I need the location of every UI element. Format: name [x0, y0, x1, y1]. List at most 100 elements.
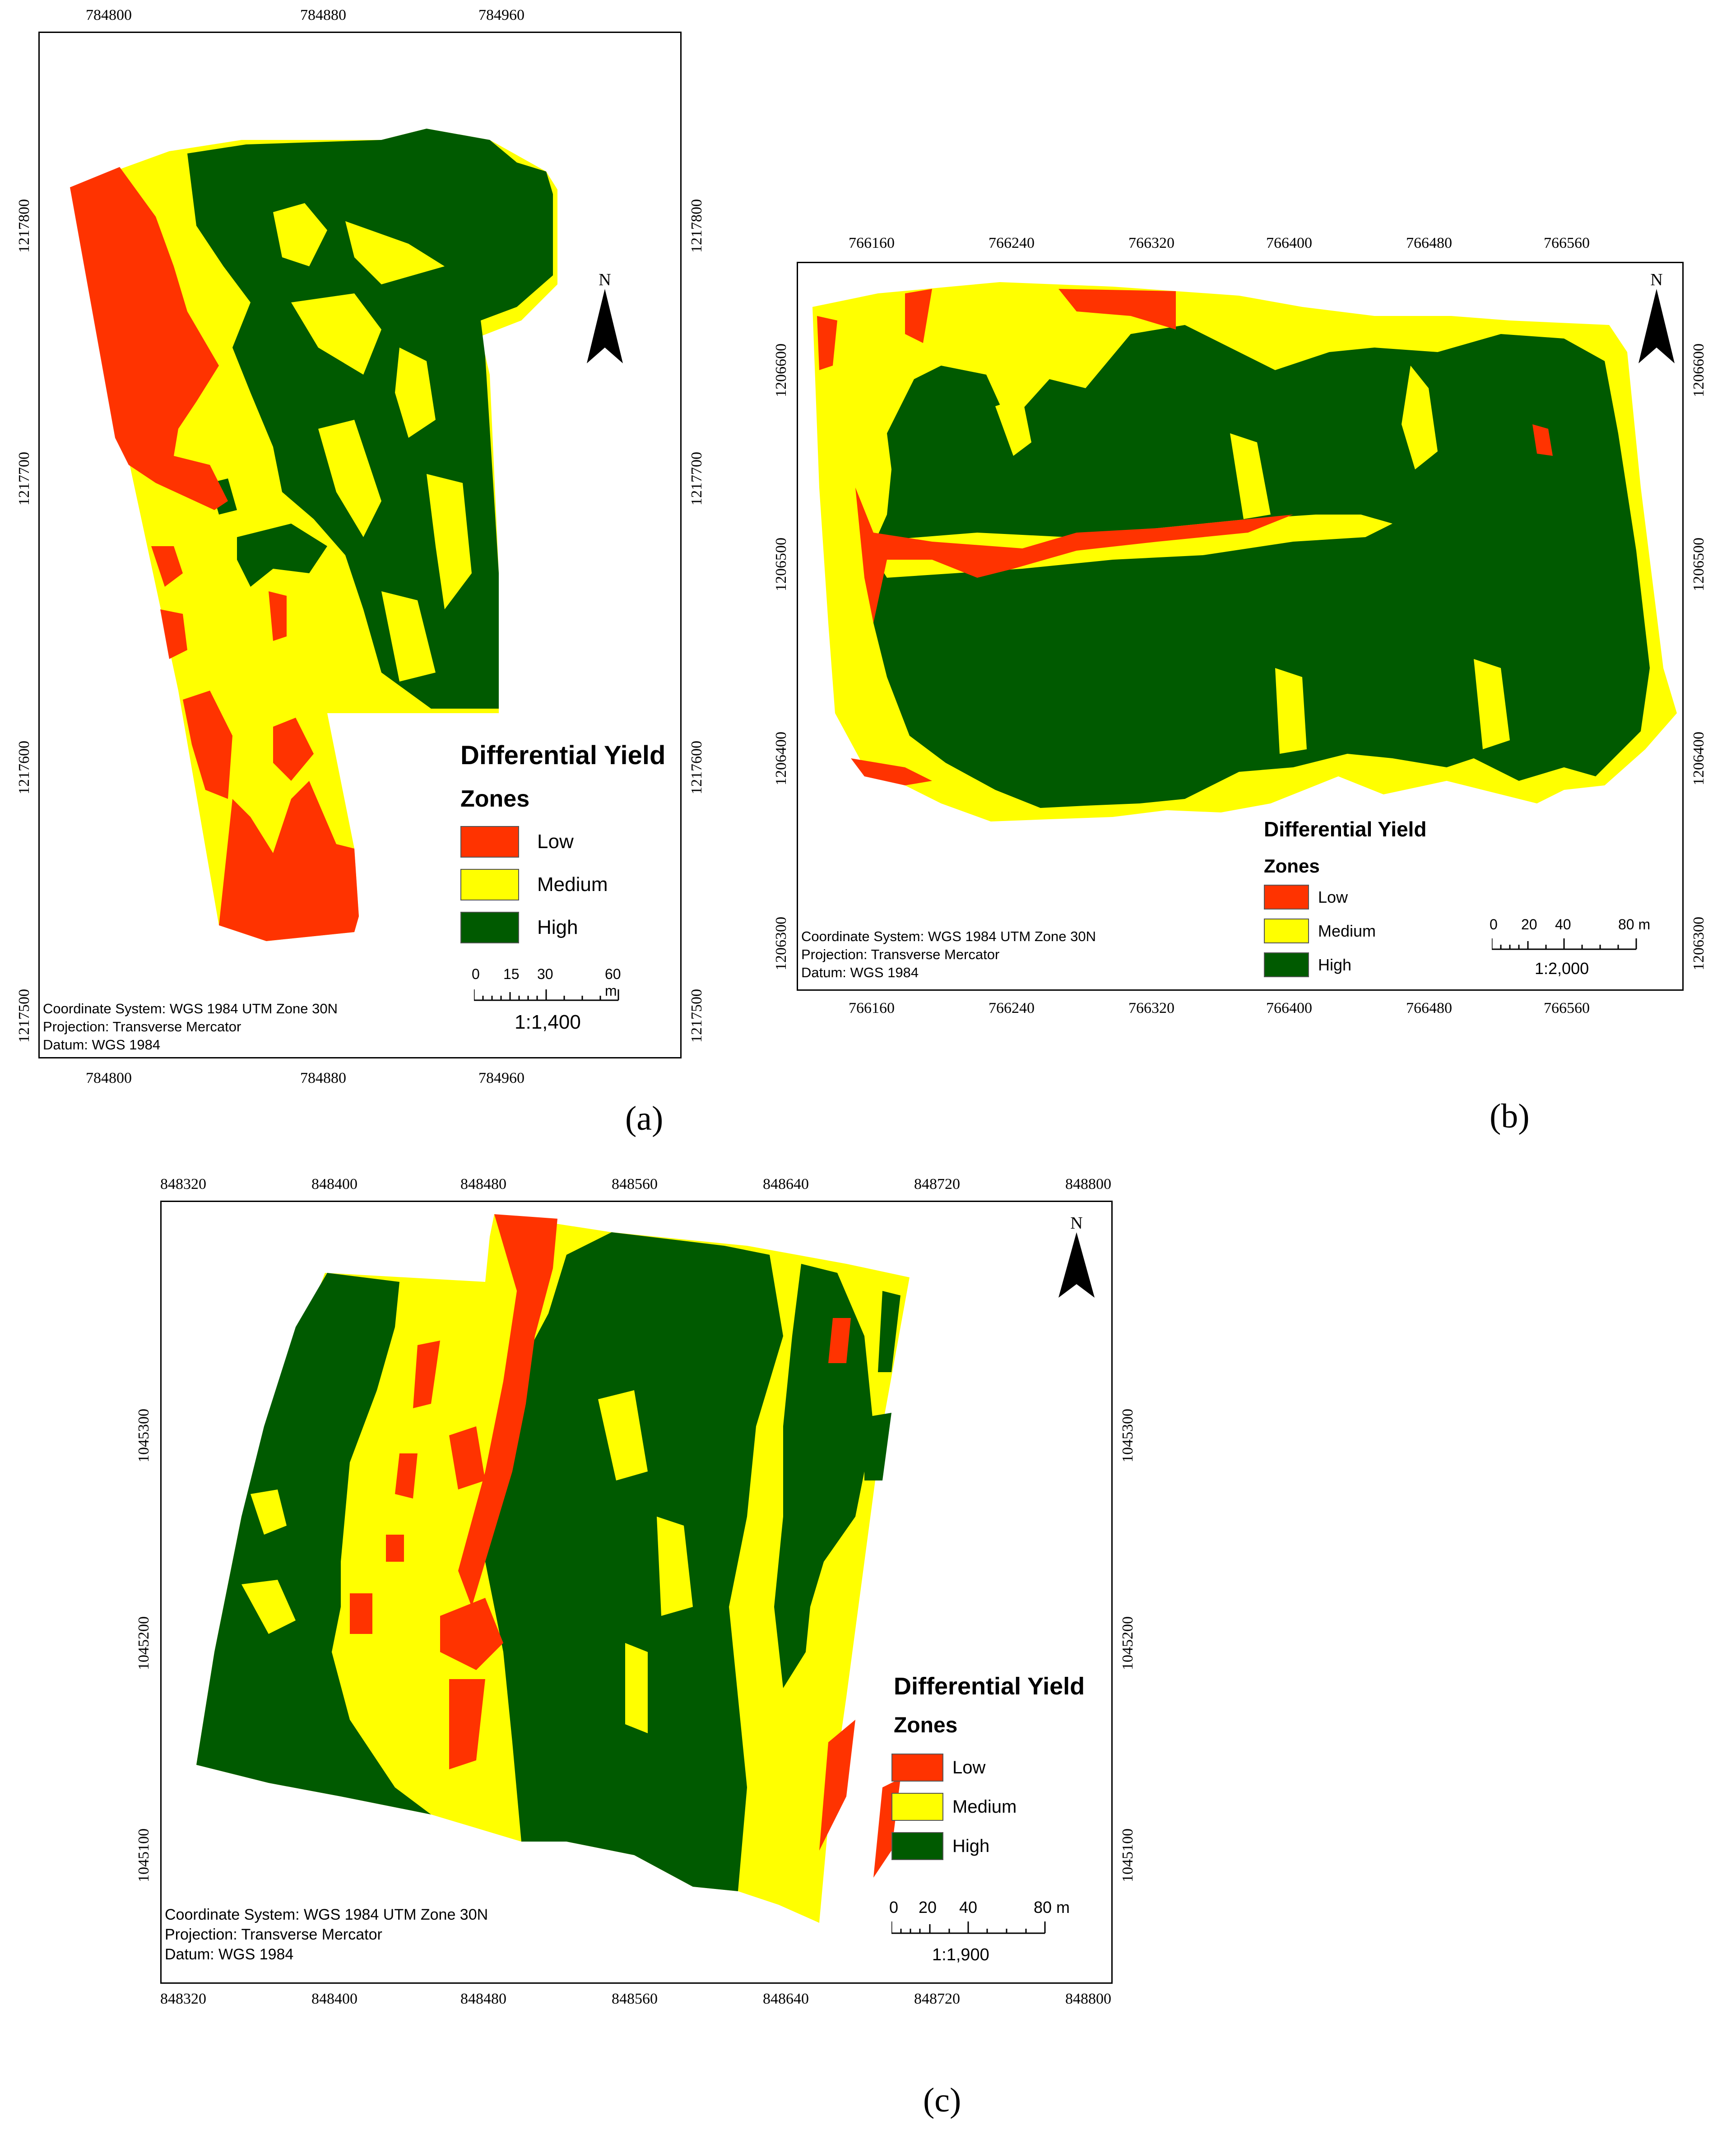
scale-label: 20	[919, 1898, 937, 1917]
zone-high	[485, 1232, 783, 1891]
zone-medium	[318, 420, 381, 537]
legend-item-high: High	[1264, 952, 1351, 977]
north-arrow-a: N	[582, 271, 627, 368]
x-tick-top: 848480	[460, 1176, 506, 1193]
y-tick-right: 1206600	[1690, 343, 1707, 397]
zone-low	[440, 1598, 503, 1670]
legend-item-low: Low	[460, 826, 574, 858]
y-tick-right: 1045300	[1119, 1409, 1136, 1462]
zone-high	[864, 1413, 891, 1480]
zone-medium	[1230, 433, 1271, 519]
legend-label-high: High	[952, 1836, 990, 1856]
zone-medium	[995, 397, 1031, 456]
zone-low	[151, 546, 183, 587]
legend-swatch-low	[891, 1754, 943, 1782]
legend-swatch-high	[1264, 952, 1309, 977]
coordinate-info-c: Coordinate System: WGS 1984 UTM Zone 30N…	[165, 1905, 488, 1964]
zone-high	[774, 1264, 873, 1688]
scale-label: 0	[472, 966, 480, 982]
legend-subtitle: Zones	[460, 786, 530, 812]
scale-label: 0	[889, 1898, 899, 1917]
figure-caption-a: (a)	[625, 1100, 664, 1137]
zone-medium	[657, 1517, 693, 1616]
zone-low	[160, 609, 187, 659]
zone-low	[219, 781, 359, 941]
projection: Projection: Transverse Mercator	[801, 947, 1000, 962]
x-tick-top: 766240	[989, 235, 1035, 251]
zone-medium	[345, 221, 445, 284]
x-tick-top: 848800	[1065, 1176, 1111, 1193]
scale-bar-a: 0 15 30 60 m 1:1,400	[469, 966, 632, 1047]
legend-label-low: Low	[952, 1757, 986, 1777]
zone-high	[237, 524, 327, 587]
x-tick-top: 784960	[478, 7, 525, 23]
north-arrow-icon	[587, 289, 623, 363]
y-tick-right: 1217500	[688, 989, 705, 1043]
zone-low	[851, 758, 932, 785]
x-tick-bottom: 766400	[1266, 1000, 1312, 1016]
scale-label: 80 m	[1034, 1898, 1070, 1917]
zone-high	[196, 1273, 431, 1814]
x-tick-bottom: 766160	[849, 1000, 895, 1016]
y-tick-left: 1206600	[773, 343, 789, 397]
scale-ratio: 1:2,000	[1535, 959, 1589, 978]
legend-swatch-medium	[891, 1793, 943, 1821]
zone-low	[817, 316, 837, 370]
scale-bar-b: 0 20 40 80 m 1:2,000	[1490, 912, 1670, 991]
north-arrow-c: N	[1054, 1214, 1099, 1302]
legend-label-high: High	[537, 916, 578, 938]
scale-label: 60 m	[605, 966, 621, 999]
zone-low	[1532, 424, 1553, 456]
scale-ratio: 1:1,900	[932, 1945, 989, 1964]
yield-zone-map-a	[70, 129, 557, 941]
yield-zone-map-b	[812, 282, 1677, 821]
y-tick-left: 1206500	[773, 538, 789, 591]
y-tick-left: 1217600	[16, 741, 32, 794]
north-arrow-icon	[1058, 1232, 1095, 1298]
zone-low	[269, 591, 287, 641]
zone-low	[386, 1535, 404, 1562]
legend-subtitle: Zones	[894, 1713, 958, 1737]
legend-item-medium: Medium	[1264, 919, 1376, 943]
x-tick-bottom: 766320	[1128, 1000, 1174, 1016]
figure-caption-c: (c)	[923, 2081, 961, 2119]
legend-item-medium: Medium	[891, 1793, 1017, 1821]
zone-low	[458, 1214, 557, 1607]
y-tick-left: 1217700	[16, 452, 32, 506]
legend-item-low: Low	[891, 1754, 985, 1782]
x-tick-bottom: 766560	[1544, 1000, 1590, 1016]
scale-label: 40	[1555, 916, 1571, 933]
x-tick-top: 766160	[849, 235, 895, 251]
coordinate-system: Coordinate System: WGS 1984 UTM Zone 30N	[801, 928, 1096, 944]
x-tick-top: 848720	[914, 1176, 960, 1193]
zone-low	[350, 1593, 372, 1634]
north-label: N	[599, 270, 611, 289]
zone-low	[905, 289, 932, 343]
legend-item-high: High	[460, 912, 578, 943]
legend-label-medium: Medium	[537, 873, 608, 896]
zone-medium	[598, 1390, 648, 1480]
datum: Datum: WGS 1984	[165, 1946, 294, 1963]
legend-item-high: High	[891, 1832, 989, 1860]
scale-label: 80 m	[1618, 916, 1651, 933]
scale-label: 0	[1490, 916, 1498, 933]
y-tick-right: 1045100	[1119, 1828, 1136, 1882]
x-tick-bottom: 784800	[86, 1070, 132, 1086]
y-tick-left: 1206400	[773, 732, 789, 785]
legend-label-low: Low	[1318, 887, 1348, 906]
x-tick-bottom: 848640	[763, 1991, 809, 2007]
x-tick-top: 848400	[311, 1176, 357, 1193]
scale-label: 30	[537, 966, 553, 982]
north-arrow-icon	[1639, 289, 1675, 363]
y-tick-right: 1217700	[688, 452, 705, 506]
coordinate-system: Coordinate System: WGS 1984 UTM Zone 30N	[43, 1001, 338, 1016]
x-tick-bottom: 848800	[1065, 1991, 1111, 2007]
zone-medium	[1402, 366, 1438, 469]
scale-label: 15	[503, 966, 520, 982]
zone-medium	[291, 293, 381, 375]
x-tick-top: 784880	[300, 7, 346, 23]
legend-label-medium: Medium	[1318, 921, 1376, 940]
projection: Projection: Transverse Mercator	[43, 1019, 241, 1035]
y-tick-right: 1206500	[1690, 538, 1707, 591]
yield-zone-map-c	[196, 1214, 910, 1923]
